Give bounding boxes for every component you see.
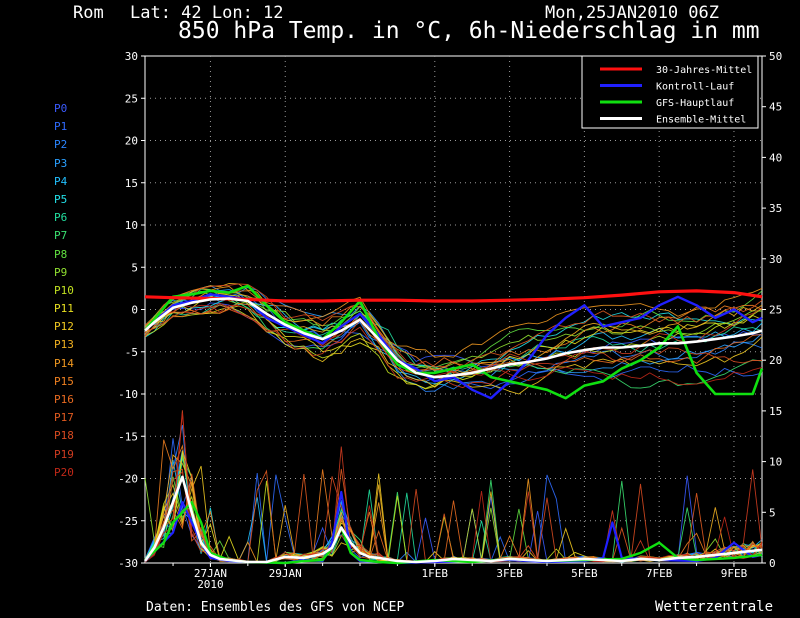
brand-label: Wetterzentrale bbox=[655, 599, 774, 615]
legend-label: Kontroll-Lauf bbox=[656, 82, 734, 93]
right-tick-label: 40 bbox=[769, 151, 782, 164]
member-label-p13: P13 bbox=[54, 338, 74, 352]
right-tick-label: 0 bbox=[769, 557, 776, 570]
member-precip-line-p2 bbox=[144, 424, 763, 563]
member-label-p14: P14 bbox=[54, 356, 74, 370]
member-precip-line-p12 bbox=[144, 465, 763, 563]
member-precip-line-p9 bbox=[144, 453, 763, 563]
left-tick-label: 10 bbox=[125, 219, 138, 232]
left-tick-label: -20 bbox=[118, 473, 138, 486]
right-tick-label: 45 bbox=[769, 101, 782, 114]
member-temp-line-p7 bbox=[144, 288, 763, 389]
member-label-p11: P11 bbox=[54, 302, 74, 316]
member-temp-line-p17 bbox=[144, 300, 763, 375]
x-tick-label: 3FEB bbox=[496, 567, 523, 580]
right-tick-label: 5 bbox=[769, 506, 776, 519]
left-tick-label: 15 bbox=[125, 177, 138, 190]
member-temp-line-p11 bbox=[144, 293, 763, 390]
coords-label: Lat: 42 Lon: 12 bbox=[130, 3, 284, 23]
member-temp-line-p16 bbox=[144, 302, 763, 372]
member-label-p0: P0 bbox=[54, 102, 68, 115]
member-label-p10: P10 bbox=[54, 283, 74, 297]
left-tick-label: 5 bbox=[131, 261, 138, 274]
left-tick-label: -25 bbox=[118, 515, 138, 528]
member-precip-line-p11 bbox=[144, 450, 763, 563]
legend-label: Ensemble-Mittel bbox=[656, 115, 746, 126]
member-label-p4: P4 bbox=[54, 174, 68, 188]
right-tick-label: 35 bbox=[769, 202, 782, 215]
member-label-p20: P20 bbox=[54, 465, 74, 479]
member-precip-line-p0 bbox=[144, 475, 763, 563]
x-tick-label: 7FEB bbox=[646, 567, 673, 580]
x-tick-label: 29JAN bbox=[269, 567, 302, 580]
right-tick-label: 20 bbox=[769, 354, 782, 367]
member-label-p16: P16 bbox=[54, 393, 74, 406]
left-tick-label: -5 bbox=[125, 346, 138, 359]
member-precip-line-p6 bbox=[144, 457, 763, 563]
member-label-p19: P19 bbox=[54, 447, 74, 461]
plot-frame bbox=[144, 55, 763, 564]
left-tick-label: -30 bbox=[118, 557, 138, 570]
x-tick-label: 9FEB bbox=[721, 567, 748, 580]
x-tick-label: 1FEB bbox=[422, 567, 449, 580]
member-label-p7: P7 bbox=[54, 229, 68, 243]
right-tick-label: 25 bbox=[769, 304, 782, 317]
member-precip-line-p4 bbox=[144, 459, 763, 563]
member-label-p9: P9 bbox=[54, 265, 68, 279]
legend-label: 30-Jahres-Mittel bbox=[656, 65, 752, 76]
member-label-p15: P15 bbox=[54, 374, 74, 388]
series-line-ensemble-mittel-niederschlag bbox=[143, 475, 763, 564]
member-label-p8: P8 bbox=[54, 247, 68, 261]
member-precip-line-p1 bbox=[144, 438, 763, 563]
member-label-p5: P5 bbox=[54, 192, 68, 206]
x-tick-label: 5FEB bbox=[571, 567, 598, 580]
left-tick-label: 25 bbox=[125, 92, 138, 105]
chart-title: 850 hPa Temp. in °C, 6h-Niederschlag in … bbox=[178, 18, 760, 44]
right-tick-label: 30 bbox=[769, 253, 782, 266]
left-tick-label: 0 bbox=[131, 304, 138, 317]
member-label-p1: P1 bbox=[54, 120, 68, 134]
member-label-p17: P17 bbox=[54, 411, 74, 425]
data-source-note: Daten: Ensembles des GFS von NCEP bbox=[146, 600, 405, 615]
left-tick-label: 30 bbox=[125, 50, 138, 63]
x-tick-sublabel: 2010 bbox=[197, 578, 224, 591]
member-label-p3: P3 bbox=[54, 156, 68, 170]
member-precip-line-p13 bbox=[144, 454, 763, 563]
legend-label: GFS-Hauptlauf bbox=[656, 98, 734, 109]
left-tick-label: -10 bbox=[118, 388, 138, 401]
right-tick-label: 50 bbox=[769, 50, 782, 63]
member-precip-line-p19 bbox=[144, 446, 763, 563]
member-label-p2: P2 bbox=[54, 138, 68, 152]
member-precip-line-p3 bbox=[144, 450, 763, 563]
member-precip-line-p20 bbox=[144, 412, 763, 563]
series-line-ensemble-mittel bbox=[144, 297, 763, 379]
member-label-p18: P18 bbox=[54, 429, 74, 443]
right-tick-label: 10 bbox=[769, 456, 782, 469]
member-temp-line-p14 bbox=[144, 286, 763, 358]
member-temp-line-p19 bbox=[144, 303, 763, 389]
member-precip-line-p17 bbox=[144, 468, 763, 564]
member-label-p12: P12 bbox=[54, 320, 74, 334]
series-line-gfs-hauptlauf-niederschlag bbox=[144, 501, 763, 565]
member-precip-line-p8 bbox=[144, 476, 763, 563]
member-label-p6: P6 bbox=[54, 211, 68, 225]
member-temp-line-p15 bbox=[144, 287, 763, 371]
member-list: P0 P1 P2 P3 P4 P5 P6 P7 P8 P9 P10 P11 P12 P13 P14 P15 P1… bbox=[54, 100, 74, 482]
member-precip-line-p16 bbox=[144, 473, 763, 563]
run-time-label: Mon,25JAN2010 06Z bbox=[545, 3, 719, 23]
member-precip-line-p5 bbox=[144, 452, 763, 563]
left-tick-label: 20 bbox=[125, 135, 138, 148]
member-temp-line-p20 bbox=[144, 304, 763, 386]
right-tick-label: 15 bbox=[769, 405, 782, 418]
x-tick-label: 27JAN bbox=[194, 567, 227, 580]
location-label: Rom bbox=[73, 3, 104, 23]
series-line-gfs-hauptlauf bbox=[143, 284, 764, 400]
member-precip-line-p18 bbox=[144, 410, 763, 563]
member-precip-line-p7 bbox=[144, 455, 763, 563]
left-tick-label: -15 bbox=[118, 430, 138, 443]
